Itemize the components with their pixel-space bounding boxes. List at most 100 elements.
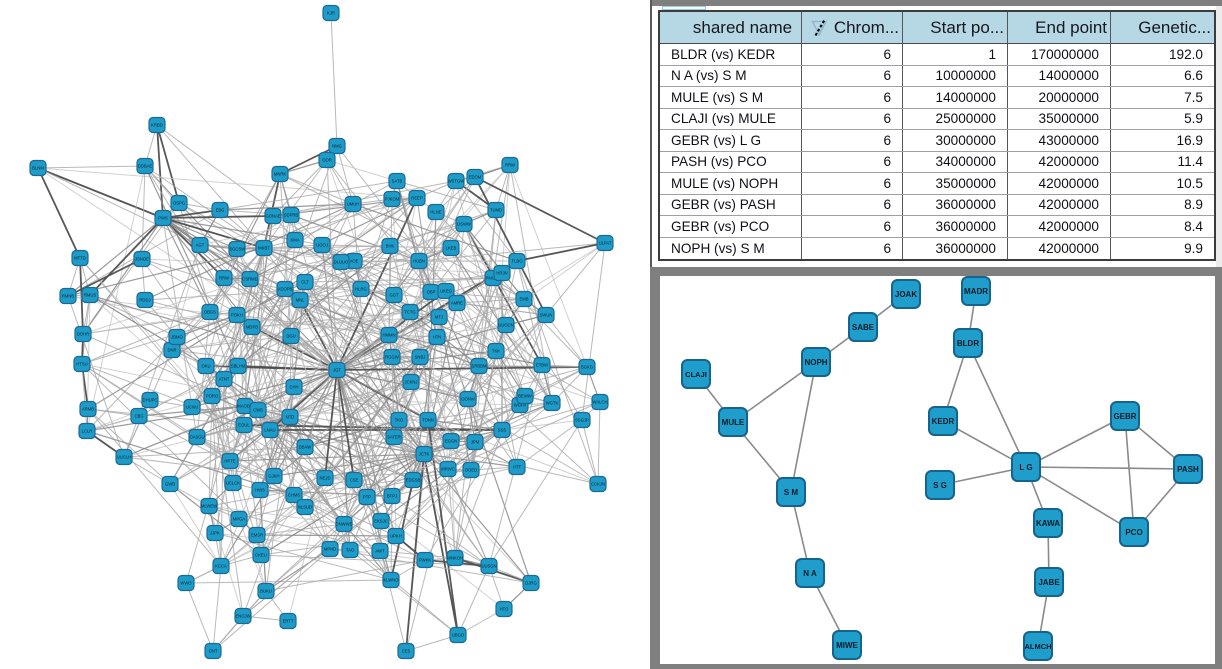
svg-text:BUKU: BUKU	[260, 589, 272, 594]
svg-text:EDOM: EDOM	[469, 175, 482, 180]
svg-text:PORO: PORO	[206, 394, 219, 399]
svg-text:PMUBA: PMUBA	[486, 276, 501, 281]
svg-text:GWB: GWB	[165, 482, 175, 487]
svg-text:JBMO: JBMO	[171, 335, 183, 340]
svg-text:ERTT: ERTT	[283, 619, 294, 624]
svg-text:CCKJN: CCKJN	[591, 482, 605, 487]
svg-text:MADR: MADR	[964, 287, 988, 296]
svg-text:UKEG: UKEG	[440, 289, 452, 294]
svg-text:HLNE: HLNE	[430, 210, 441, 215]
svg-text:HLRG: HLRG	[355, 287, 367, 292]
svg-text:MULE: MULE	[722, 418, 745, 427]
svg-text:GGT: GGT	[389, 293, 399, 298]
svg-text:CKEU: CKEU	[255, 553, 267, 558]
svg-text:GJKH: GJKH	[268, 474, 279, 479]
svg-text:JOAK: JOAK	[895, 290, 917, 299]
svg-text:MRWC: MRWC	[441, 467, 454, 472]
svg-text:JGT: JGT	[333, 368, 341, 373]
svg-text:CHMS: CHMS	[288, 493, 301, 498]
svg-text:CSRMD: CSRMD	[242, 277, 257, 282]
svg-text:UCWJ: UCWJ	[186, 405, 198, 410]
svg-text:SATER: SATER	[387, 435, 401, 440]
svg-text:KAWA: KAWA	[1036, 519, 1060, 528]
svg-text:UBGO: UBGO	[452, 633, 465, 638]
svg-text:PCO: PCO	[1125, 528, 1142, 537]
svg-text:HUBN: HUBN	[413, 259, 425, 264]
svg-text:CSE: CSE	[350, 478, 359, 483]
svg-text:BLDR: BLDR	[957, 339, 979, 348]
svg-text:HTO: HTO	[500, 607, 510, 612]
svg-text:SDPRB: SDPRB	[284, 213, 299, 218]
svg-text:LCLR: LCLR	[82, 429, 93, 434]
svg-text:HWS: HWS	[255, 488, 265, 493]
svg-text:OONW: OONW	[461, 397, 475, 402]
svg-text:JPM: JPM	[471, 440, 480, 445]
svg-text:OOED: OOED	[465, 468, 477, 473]
svg-text:RRW: RRW	[219, 276, 229, 281]
svg-text:MLWEW: MLWEW	[201, 504, 217, 509]
svg-text:BHK: BHK	[386, 244, 395, 249]
svg-text:OBP: OBP	[427, 290, 436, 295]
svg-text:EDGSB: EDGSB	[406, 478, 421, 483]
svg-text:MPGA: MPGA	[233, 517, 246, 522]
svg-text:GONAE: GONAE	[265, 214, 280, 219]
svg-text:PJKOM: PJKOM	[385, 197, 400, 202]
svg-text:TCTG: TCTG	[404, 310, 415, 315]
svg-text:EBG: EBG	[216, 208, 225, 213]
svg-text:PWKK: PWKK	[419, 558, 432, 563]
svg-text:WGPA: WGPA	[514, 403, 527, 408]
svg-text:AMRE: AMRE	[451, 301, 463, 306]
svg-text:CES: CES	[402, 649, 411, 654]
svg-text:WSTGW: WSTGW	[448, 179, 465, 184]
svg-text:DUJUO: DUJUO	[334, 260, 349, 265]
svg-text:MTJ: MTJ	[435, 315, 443, 320]
svg-text:RMUS: RMUS	[84, 293, 97, 298]
svg-text:USWW: USWW	[457, 222, 471, 227]
svg-text:RDDJ: RDDJ	[139, 298, 150, 303]
svg-text:BTPJ: BTPJ	[387, 494, 397, 499]
svg-text:OOR: OOR	[322, 158, 332, 163]
svg-text:PWS: PWS	[158, 216, 168, 221]
svg-text:CHH: CHH	[289, 385, 298, 390]
svg-text:NTD: NTD	[286, 415, 295, 420]
svg-text:TKK: TKK	[492, 349, 500, 354]
svg-text:UUOCN: UUOCN	[498, 323, 513, 328]
svg-text:TUMD: TUMD	[490, 208, 502, 213]
svg-text:TKO: TKO	[395, 418, 404, 423]
svg-text:BLNM: BLNM	[32, 166, 44, 171]
svg-text:GEBR: GEBR	[1113, 412, 1136, 421]
svg-text:KEDR: KEDR	[932, 417, 955, 426]
svg-text:KJR: KJR	[327, 11, 335, 16]
svg-text:EMSR: EMSR	[251, 533, 263, 538]
svg-text:MTTD: MTTD	[74, 256, 86, 261]
svg-text:DJRG: DJRG	[525, 581, 536, 586]
svg-text:AOE: AOE	[350, 259, 359, 264]
svg-text:DBGS: DBGS	[204, 310, 216, 315]
svg-text:HTN: HTN	[433, 335, 442, 340]
svg-text:MAODU: MAODU	[237, 404, 253, 409]
svg-text:UCLCK: UCLCK	[226, 481, 240, 486]
svg-text:ENOJW: ENOJW	[235, 614, 250, 619]
svg-text:TAO: TAO	[346, 548, 355, 553]
svg-text:L G: L G	[1019, 463, 1032, 472]
svg-text:SBLHM: SBLHM	[231, 364, 246, 369]
svg-text:EGGN: EGGN	[445, 439, 457, 444]
svg-text:PASH: PASH	[1177, 465, 1199, 474]
svg-text:HTT: HTT	[513, 465, 522, 470]
svg-text:OSPG: OSPG	[173, 201, 185, 206]
svg-text:UPKH: UPKH	[390, 534, 402, 539]
svg-text:ARMB: ARMB	[82, 407, 94, 412]
svg-text:WNKOH: WNKOH	[447, 556, 463, 561]
svg-text:MPND: MPND	[324, 547, 336, 552]
svg-text:DDBAE: DDBAE	[138, 164, 153, 169]
svg-text:JJPK: JJPK	[210, 531, 220, 536]
svg-text:JABE: JABE	[1038, 578, 1060, 587]
svg-text:ALMCH: ALMCH	[1024, 642, 1051, 651]
svg-text:EMB: EMB	[519, 297, 528, 302]
svg-text:LKEB: LKEB	[446, 246, 457, 251]
svg-text:HTSU: HTSU	[76, 362, 87, 367]
svg-text:ATNT: ATNT	[219, 377, 230, 382]
svg-text:MNL: MNL	[296, 298, 306, 303]
svg-text:REEP: REEP	[411, 196, 423, 201]
svg-text:OASGU: OASGU	[189, 435, 204, 440]
